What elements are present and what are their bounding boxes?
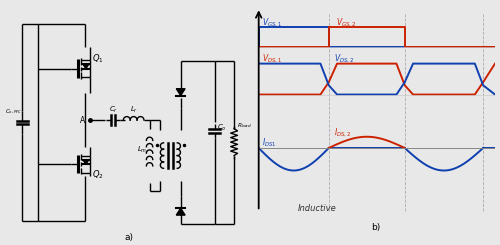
Polygon shape xyxy=(176,89,185,96)
Text: A: A xyxy=(80,115,85,124)
Text: a): a) xyxy=(124,233,133,242)
Text: $C_o$: $C_o$ xyxy=(218,123,227,133)
Text: $I_{DS,2}$: $I_{DS,2}$ xyxy=(334,127,351,139)
Text: $V_{DS,2}$: $V_{DS,2}$ xyxy=(334,53,354,65)
Text: $V_{DS,1}$: $V_{DS,1}$ xyxy=(262,53,282,65)
Polygon shape xyxy=(176,208,185,215)
Text: $R_{load}$: $R_{load}$ xyxy=(237,122,252,130)
Text: $C_r$: $C_r$ xyxy=(108,104,118,115)
Text: $L_m$: $L_m$ xyxy=(138,145,147,155)
Text: $L_r$: $L_r$ xyxy=(130,104,138,115)
Text: b): b) xyxy=(372,222,381,232)
Polygon shape xyxy=(83,160,89,164)
Text: $V_{GS,1}$: $V_{GS,1}$ xyxy=(262,17,282,29)
Text: $V_{GS,2}$: $V_{GS,2}$ xyxy=(336,17,356,29)
Text: $C_{o,PFC}$: $C_{o,PFC}$ xyxy=(5,107,22,116)
Polygon shape xyxy=(83,64,89,69)
Text: Inductive: Inductive xyxy=(298,204,336,213)
Text: $Q_2$: $Q_2$ xyxy=(92,168,104,181)
Text: $Q_1$: $Q_1$ xyxy=(92,52,104,65)
Text: $I_{DS1}$: $I_{DS1}$ xyxy=(262,137,277,149)
